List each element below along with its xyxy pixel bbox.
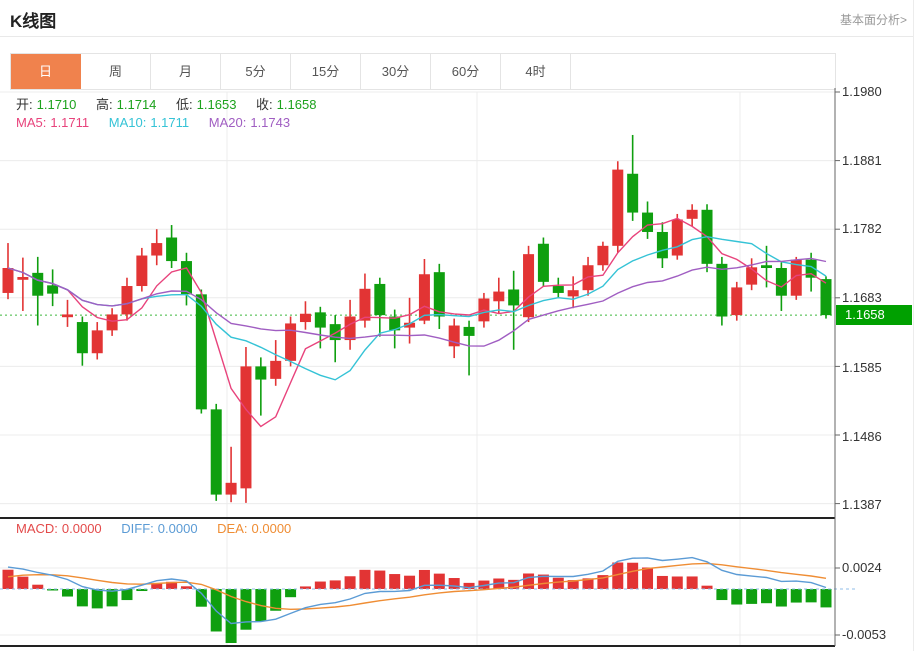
low-value: 1.1653 bbox=[196, 97, 237, 112]
price-axis-label-0: 1.1980 bbox=[842, 84, 882, 99]
open-label: 开: bbox=[16, 97, 33, 112]
price-axis-label-6: 1.1387 bbox=[842, 497, 882, 512]
price-axis-label-1: 1.1881 bbox=[842, 153, 882, 168]
tab-month[interactable]: 月 bbox=[151, 54, 221, 89]
ma5-value: 1.1711 bbox=[50, 115, 90, 130]
tab-30min[interactable]: 30分 bbox=[361, 54, 431, 89]
macd-value: 0.0000 bbox=[61, 521, 102, 536]
high-label: 高: bbox=[96, 97, 113, 112]
tab-4hour[interactable]: 4时 bbox=[501, 54, 571, 89]
close-label: 收: bbox=[256, 97, 273, 112]
ma-info-row: MA5: 1.1711 MA10: 1.1711 MA20: 1.1743 bbox=[16, 115, 294, 130]
macd-label: MACD: bbox=[16, 521, 58, 536]
open-value: 1.1710 bbox=[36, 97, 77, 112]
close-value: 1.1658 bbox=[276, 97, 317, 112]
dea-label: DEA: bbox=[217, 521, 248, 536]
ma5-label: MA5: bbox=[16, 115, 47, 130]
price-axis-label-3: 1.1683 bbox=[842, 290, 882, 305]
price-axis-label-5: 1.1486 bbox=[842, 429, 882, 444]
price-axis-label-4: 1.1585 bbox=[842, 360, 882, 375]
ohlc-info-row: 开: 1.1710 高: 1.1714 低: 1.1653 收: 1.1658 bbox=[16, 94, 320, 113]
ma20-value: 1.1743 bbox=[250, 115, 291, 130]
low-label: 低: bbox=[176, 97, 193, 112]
tab-day[interactable]: 日 bbox=[11, 54, 81, 89]
diff-label: DIFF: bbox=[121, 521, 154, 536]
macd-axis-label-1: -0.0053 bbox=[842, 627, 887, 642]
period-tabbar: 日 周 月 5分 15分 30分 60分 4时 bbox=[10, 53, 836, 90]
last-price-badge: 1.1658 bbox=[836, 305, 912, 325]
fundamental-analysis-link[interactable]: 基本面分析> bbox=[839, 13, 907, 27]
price-axis-label-2: 1.1782 bbox=[842, 221, 882, 236]
header-divider bbox=[0, 36, 913, 37]
ma10-value: 1.1711 bbox=[150, 115, 190, 130]
diff-value: 0.0000 bbox=[157, 521, 198, 536]
ma20-label: MA20: bbox=[208, 115, 247, 130]
tab-5min[interactable]: 5分 bbox=[221, 54, 291, 89]
page-title: K线图 bbox=[10, 12, 57, 31]
macd-info-row: MACD: 0.0000 DIFF: 0.0000 DEA: 0.0000 bbox=[16, 521, 295, 536]
macd-axis-label-0: 0.0024 bbox=[842, 560, 882, 575]
tab-15min[interactable]: 15分 bbox=[291, 54, 361, 89]
tab-week[interactable]: 周 bbox=[81, 54, 151, 89]
high-value: 1.1714 bbox=[116, 97, 157, 112]
tab-60min[interactable]: 60分 bbox=[431, 54, 501, 89]
ma10-label: MA10: bbox=[108, 115, 147, 130]
dea-value: 0.0000 bbox=[251, 521, 292, 536]
